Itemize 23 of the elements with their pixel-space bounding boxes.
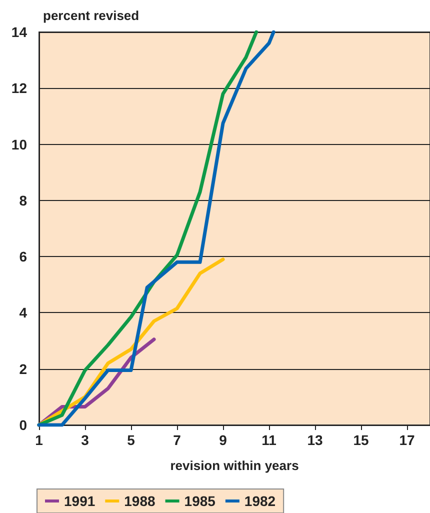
legend-label: 1985 bbox=[184, 493, 216, 509]
legend-label: 1988 bbox=[124, 493, 156, 509]
y-tick-label: 12 bbox=[11, 80, 28, 96]
y-tick-label: 14 bbox=[11, 24, 28, 40]
x-axis-title: revision within years bbox=[170, 458, 299, 473]
x-tick-label: 5 bbox=[127, 432, 136, 448]
x-tick-label: 9 bbox=[219, 432, 228, 448]
legend-label: 1991 bbox=[64, 493, 96, 509]
y-tick-label: 6 bbox=[19, 248, 28, 265]
x-tick-label: 17 bbox=[399, 432, 415, 448]
y-tick-label: 4 bbox=[19, 304, 28, 321]
y-tick-label: 10 bbox=[11, 136, 28, 152]
x-tick-label: 13 bbox=[307, 432, 323, 448]
y-tick-label: 2 bbox=[19, 360, 28, 377]
y-tick-label: 8 bbox=[19, 192, 28, 208]
y-tick-label: 0 bbox=[19, 417, 28, 433]
x-tick-label: 3 bbox=[81, 432, 90, 448]
legend-label: 1982 bbox=[244, 493, 276, 509]
y-axis-title: percent revised bbox=[43, 8, 140, 23]
x-tick-label: 1 bbox=[35, 432, 44, 448]
x-tick-label: 7 bbox=[173, 432, 182, 448]
x-tick-label: 11 bbox=[262, 432, 277, 448]
x-tick-label: 15 bbox=[353, 432, 369, 448]
